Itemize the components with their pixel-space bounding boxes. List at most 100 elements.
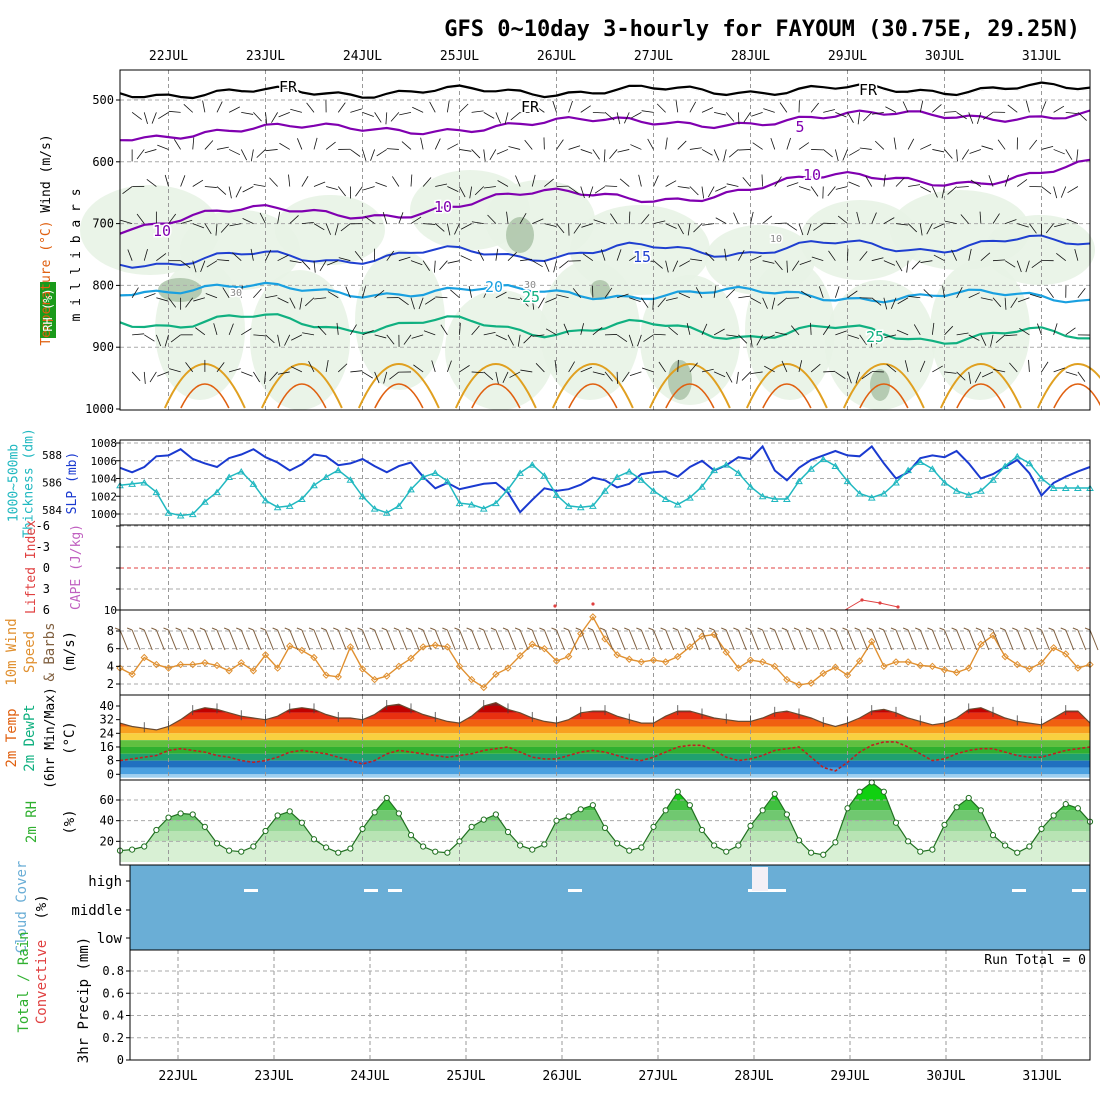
- wind-barb: [504, 112, 509, 125]
- wind10m-barb-flag: [575, 627, 581, 631]
- wind10m-barb: [349, 629, 359, 651]
- wind-barb: [1025, 100, 1030, 113]
- wind-barb: [956, 186, 969, 188]
- wind-barb: [544, 223, 557, 227]
- slp-tick-label: 1000: [91, 508, 118, 521]
- wind-barb: [743, 112, 751, 123]
- wind-barb: [168, 297, 177, 308]
- thickness-point: [976, 487, 985, 494]
- wind-barb: [1017, 179, 1028, 187]
- thickness-point: [394, 502, 403, 509]
- wind10m-barb-flag: [151, 627, 157, 631]
- bottom-day-label: 31JUL: [1022, 1069, 1061, 1084]
- wind-barb: [970, 179, 982, 187]
- wind-barb: [837, 215, 848, 224]
- wind-barb: [871, 212, 877, 224]
- contour-label: 25: [866, 328, 884, 346]
- contour-label: 10: [803, 166, 821, 184]
- wind10m-barb: [689, 629, 699, 651]
- thickness-point: [564, 502, 573, 509]
- wind-barb: [556, 139, 564, 150]
- wind-barb: [180, 219, 193, 224]
- wind-barb: [401, 141, 412, 150]
- wind10m-ylabel-3: & Barbs: [42, 622, 58, 681]
- wind10m-barb-flag: [1024, 627, 1030, 631]
- wind-barb: [424, 297, 436, 305]
- rh2m-point: [820, 851, 827, 858]
- rh2m-point: [989, 832, 997, 839]
- top-day-label: 30JUL: [925, 49, 964, 64]
- rh2m-point: [1062, 801, 1069, 808]
- contour-label: 30: [230, 288, 242, 299]
- wind10m-barb: [956, 629, 966, 651]
- wind-barb: [459, 186, 466, 198]
- wind-barb: [289, 260, 302, 264]
- wind10m-barb-flag: [660, 627, 666, 631]
- wind-barb: [253, 334, 266, 337]
- wind10m-barb: [313, 629, 323, 651]
- wind-barb: [340, 223, 351, 232]
- wind-barb: [702, 223, 715, 226]
- thickness-point: [540, 472, 549, 479]
- wind-barb: [375, 182, 387, 187]
- wind-barb: [568, 145, 581, 150]
- wind10m-speed-point: [455, 662, 464, 671]
- rh2m-point: [383, 794, 390, 802]
- cloud-high-gap: [568, 889, 582, 892]
- wind10m-barb: [604, 629, 614, 651]
- wind-barb: [951, 249, 957, 261]
- wind-barb: [552, 100, 557, 113]
- wind-barb: [629, 253, 640, 262]
- wind-barb: [847, 334, 860, 339]
- wind-barb: [677, 186, 690, 189]
- wind10m-speed-point: [601, 635, 609, 643]
- wind-barb: [1025, 260, 1030, 273]
- grid-layer: [120, 70, 1090, 1060]
- wind-barb: [289, 215, 299, 224]
- wind-barb: [750, 297, 762, 304]
- wind-barb: [919, 223, 923, 236]
- isotherm-30-arch: [260, 363, 343, 409]
- cloud-high-gap: [1072, 889, 1086, 892]
- wind-barb: [724, 248, 727, 261]
- wind-barb: [786, 297, 800, 299]
- wind10m-speed-point: [1062, 650, 1070, 658]
- precip-tick-label: 0.8: [102, 964, 124, 978]
- rh2m-point: [1014, 849, 1021, 856]
- thickness-point: [552, 491, 561, 498]
- wind-barb: [976, 112, 982, 124]
- wind-barb: [657, 297, 666, 308]
- wind-barb: [399, 111, 412, 116]
- wind-barb: [563, 323, 569, 335]
- wind-barb: [483, 331, 496, 336]
- wind10m-speed-point: [965, 664, 973, 672]
- wind-barb: [1053, 323, 1058, 335]
- wind10m-barb: [459, 629, 468, 651]
- wind-barb: [217, 259, 230, 262]
- wind-barb: [370, 149, 376, 161]
- wind-barb: [515, 175, 521, 187]
- wind-barb: [192, 260, 197, 273]
- wind-barb: [313, 181, 326, 187]
- wind-barb: [861, 371, 872, 380]
- bottom-day-label: 25JUL: [446, 1069, 485, 1084]
- wind-barb: [902, 101, 909, 113]
- wind-barb: [1004, 297, 1007, 310]
- isotherm-35-arch: [956, 383, 1006, 409]
- wind-barb: [823, 370, 836, 373]
- wind-barb: [269, 177, 278, 187]
- wind10m-speed-point: [795, 681, 803, 689]
- wind10m-barb-flag: [248, 627, 254, 631]
- rh2m-ylabel-1: 2m RH: [24, 801, 40, 843]
- wind-barb: [392, 176, 400, 187]
- wind-barb: [617, 293, 629, 299]
- wind10m-barb-flag: [199, 627, 206, 631]
- wind10m-barb-flag: [320, 627, 327, 631]
- wind-barb: [259, 212, 266, 224]
- wind10m-speed-point: [383, 672, 391, 680]
- wind10m-speed-point: [625, 655, 633, 663]
- wind10m-speed-point: [261, 651, 270, 659]
- thickness-point: [504, 485, 512, 493]
- wind-barb: [855, 371, 861, 384]
- wind-barb: [907, 138, 915, 150]
